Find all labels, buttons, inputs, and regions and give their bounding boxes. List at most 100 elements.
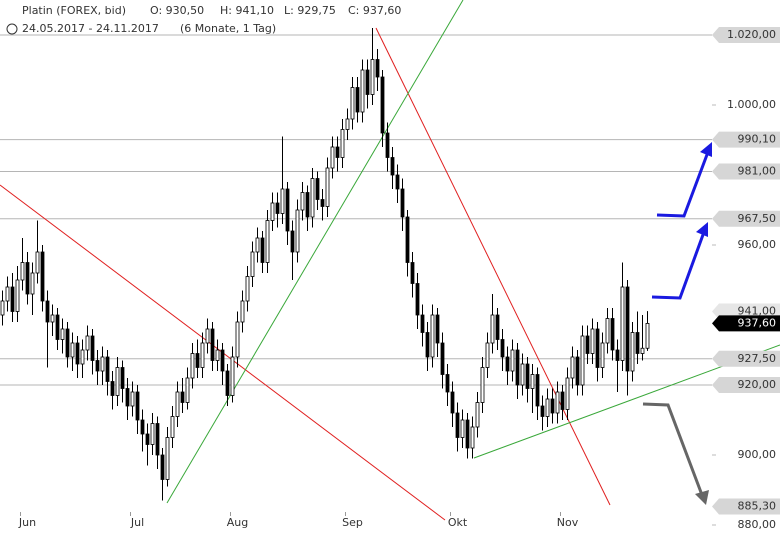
candle-body [180, 391, 185, 403]
candle-body [285, 188, 290, 232]
candle-body [410, 262, 415, 284]
candle-body [520, 363, 525, 386]
candle-body [375, 59, 380, 78]
x-tick-label: Nov [557, 516, 579, 529]
candle-body [195, 353, 200, 368]
candle-body [210, 328, 215, 361]
candle-body [430, 314, 435, 358]
candle-body [225, 370, 230, 396]
level-label: 990,10 [738, 133, 777, 146]
level-box [712, 163, 780, 180]
candle-body [105, 356, 110, 382]
candle-body [360, 69, 365, 113]
candle-body [270, 202, 275, 221]
candle-body [50, 314, 55, 323]
level-label: 927,50 [738, 352, 777, 365]
candle-body [580, 335, 585, 386]
candle-body [175, 391, 180, 417]
candle-body [385, 132, 390, 158]
candle-body [290, 230, 295, 253]
candle-body [515, 349, 520, 386]
level-box [712, 27, 780, 43]
x-tick-label: Okt [448, 516, 468, 529]
candle-body [480, 367, 485, 403]
candle-body [200, 342, 205, 368]
candle-body [275, 202, 280, 214]
level-label: 941,00 [738, 305, 777, 318]
candle-body [405, 216, 410, 263]
candle-body [100, 356, 105, 372]
clock-icon [6, 23, 18, 35]
candle-body [500, 339, 505, 358]
candle-body [305, 192, 310, 218]
candle-body [470, 426, 475, 449]
ohlc-open: O: 930,50 [150, 4, 204, 17]
level-box [712, 131, 780, 148]
candle-body [115, 367, 120, 396]
candle-body [420, 314, 425, 333]
ohlc-low: L: 929,75 [284, 4, 336, 17]
candle-body [460, 419, 465, 438]
candle-body [120, 367, 125, 389]
candle-body [35, 251, 40, 274]
candle-body [85, 335, 90, 351]
candle-body [60, 328, 65, 340]
candle-body [265, 220, 270, 263]
candle-body [625, 286, 630, 372]
candle-body [620, 286, 625, 361]
candle-body [55, 314, 60, 340]
y-tick-label: 1.000,00 [727, 98, 776, 111]
candle-body [325, 167, 330, 207]
date-range: 24.05.2017 - 24.11.2017 [22, 22, 159, 35]
level-label: 981,00 [738, 165, 777, 178]
candle-body [300, 192, 305, 211]
candle-body [535, 374, 540, 407]
candle-body [645, 322, 650, 349]
candle-body [170, 416, 175, 438]
candle-body [485, 342, 490, 368]
candle-body [630, 332, 635, 372]
y-tick-label: 880,00 [738, 518, 777, 531]
arrow [656, 151, 710, 218]
level-box [712, 350, 780, 367]
candle-body [90, 335, 95, 361]
arrow [651, 231, 706, 300]
candle-body [365, 69, 370, 95]
candle-body [440, 342, 445, 375]
candle-body [10, 286, 15, 312]
candle-body [250, 251, 255, 277]
candle-body [605, 318, 610, 344]
candle-body [135, 391, 140, 421]
candle-body [320, 199, 325, 207]
candle-body [280, 188, 285, 214]
candle-body [400, 188, 405, 218]
trend-line [166, 0, 464, 504]
candle-body [575, 356, 580, 386]
ohlc-close: C: 937,60 [348, 4, 401, 17]
trend-line [375, 27, 611, 506]
candle-body [80, 349, 85, 365]
candle-body [370, 59, 375, 95]
candle-body [560, 391, 565, 410]
arrow-head [696, 222, 708, 237]
axis: 1.000,00 960,00 900,00 880,00 1.020,00 990,10… [18, 27, 780, 531]
candle-body [565, 377, 570, 410]
candle-body [40, 251, 45, 302]
candle-body [75, 342, 80, 365]
candle-body [20, 262, 25, 281]
candle-body [130, 391, 135, 407]
candle-body [510, 349, 515, 372]
candle-body [545, 398, 550, 417]
candle-body [530, 374, 535, 389]
candle-body [640, 347, 645, 354]
candle-body [220, 349, 225, 372]
trend-lines [0, 0, 780, 521]
ohlc-high: H: 941,10 [220, 4, 274, 17]
candle-body [465, 419, 470, 449]
candle-body [505, 356, 510, 372]
level-box [712, 377, 780, 393]
candle-body [595, 328, 600, 368]
candle-body [590, 328, 595, 354]
candle-body [230, 356, 235, 396]
